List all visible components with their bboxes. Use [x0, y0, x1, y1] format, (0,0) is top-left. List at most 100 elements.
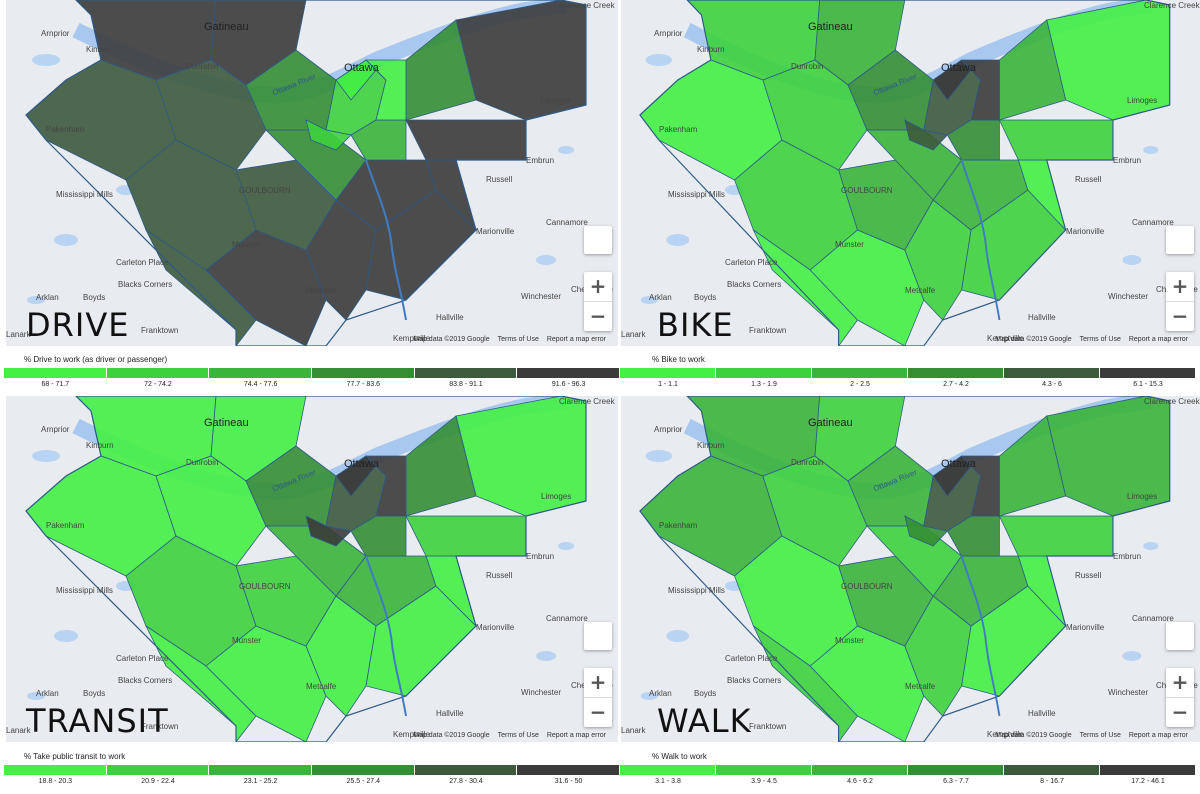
zoom-in-button[interactable]: + [1171, 274, 1189, 298]
lake [645, 450, 673, 462]
place-label-clarence-creek: Clarence Creek [559, 397, 615, 406]
district-13[interactable] [405, 119, 527, 161]
place-label-munster: Munster [232, 240, 261, 249]
district-21[interactable] [932, 59, 972, 101]
walk-mode-label: WALK [657, 702, 752, 740]
legend-range-label-4: 25.5 - 27.4 [346, 778, 381, 785]
bike-map[interactable] [621, 0, 1200, 346]
legend-range-label-1: 68 - 71.7 [41, 381, 70, 388]
district-20[interactable] [960, 455, 1000, 517]
zoom-in-button[interactable]: + [589, 274, 607, 298]
legend-swatch-6 [1100, 368, 1196, 378]
district-20[interactable] [365, 59, 407, 121]
place-label-carleton-place: Carleton Place [725, 654, 778, 663]
district-17[interactable] [866, 525, 963, 597]
place-label-winchester: Winchester [1108, 292, 1149, 301]
place-label-marionville: Marionville [476, 227, 515, 236]
district-20[interactable] [960, 59, 1000, 121]
fullscreen-button[interactable] [584, 226, 612, 254]
report-map-error-link[interactable]: Report a map error [1128, 732, 1188, 739]
fullscreen-button[interactable] [584, 622, 612, 650]
report-map-error-link[interactable]: Report a map error [1128, 336, 1188, 343]
place-label-metcalfe: Metcalfe [306, 286, 337, 295]
report-map-error-link[interactable]: Report a map error [546, 336, 606, 343]
fullscreen-button[interactable] [1166, 226, 1194, 254]
lake [645, 54, 673, 66]
place-label-russell: Russell [486, 175, 513, 184]
zoom-out-button[interactable]: − [1171, 700, 1189, 724]
district-21[interactable] [932, 455, 972, 497]
district-17[interactable] [866, 129, 963, 201]
place-label-gatineau: Gatineau [204, 417, 249, 429]
district-19[interactable] [946, 119, 1000, 161]
place-label-arklan: Arklan [36, 293, 59, 302]
zoom-out-button[interactable]: − [589, 700, 607, 724]
legend-swatch-3 [812, 765, 908, 775]
district-13[interactable] [998, 515, 1114, 557]
legend-bike: % Bike to work 1 - 1.1 1.3 - 1.9 2 - 2.5 2.7… [620, 355, 1196, 393]
legend-range-label-2: 72 - 74.2 [144, 381, 172, 388]
district-20[interactable] [365, 455, 407, 517]
terms-of-use-link[interactable]: Terms of Use [1079, 732, 1121, 739]
bike-map-canvas[interactable] [621, 0, 1200, 346]
district-19[interactable] [350, 119, 407, 161]
legend-swatch-2 [716, 765, 812, 775]
place-label-hallville: Hallville [436, 709, 464, 718]
place-label-kemptville: Kemptville [393, 730, 430, 739]
drive-map[interactable] [6, 0, 618, 346]
transit-map[interactable] [6, 396, 618, 742]
zoom-in-button[interactable]: + [1171, 670, 1189, 694]
walk-map[interactable] [621, 396, 1200, 742]
district-19[interactable] [946, 515, 1000, 557]
legend-range-label-3: 4.6 - 6.2 [847, 778, 873, 785]
district-13[interactable] [998, 119, 1114, 161]
district-22[interactable] [305, 119, 352, 151]
district-19[interactable] [350, 515, 407, 557]
place-label-russell: Russell [1075, 571, 1102, 580]
zoom-out-button[interactable]: − [589, 304, 607, 328]
place-label-lanark: Lanark [621, 330, 646, 339]
terms-of-use-link[interactable]: Terms of Use [497, 336, 539, 343]
legend-swatch-3 [812, 368, 908, 378]
place-label-embrun: Embrun [526, 552, 555, 561]
place-label-arklan: Arklan [36, 689, 59, 698]
district-22[interactable] [904, 515, 949, 547]
legend-range-label-5: 8 - 16.7 [1040, 778, 1064, 785]
zoom-divider [584, 301, 612, 302]
place-label-cannamore: Cannamore [546, 218, 588, 227]
lake [640, 692, 658, 700]
walk-map-canvas[interactable] [621, 396, 1200, 742]
legend-swatch-1 [4, 765, 107, 775]
transit-map-canvas[interactable] [6, 396, 618, 742]
place-label-lanark: Lanark [6, 330, 31, 339]
district-13[interactable] [405, 515, 527, 557]
walk-legend-bar [620, 765, 1196, 775]
district-22[interactable] [904, 119, 949, 151]
city-boundary [639, 0, 1171, 346]
legend-range-label-2: 3.9 - 4.5 [751, 778, 777, 785]
district-21[interactable] [335, 59, 377, 101]
district-17[interactable] [265, 129, 367, 201]
place-label-clarence-creek: Clarence Creek [1144, 397, 1200, 406]
fullscreen-button[interactable] [1166, 622, 1194, 650]
zoom-divider [1166, 697, 1194, 698]
district-17[interactable] [265, 525, 367, 597]
legend-swatch-6 [517, 765, 620, 775]
district-22[interactable] [305, 515, 352, 547]
district-21[interactable] [335, 455, 377, 497]
drive-map-canvas[interactable] [6, 0, 618, 346]
zoom-divider [584, 697, 612, 698]
zoom-in-button[interactable]: + [589, 670, 607, 694]
place-label-metcalfe: Metcalfe [905, 286, 936, 295]
place-label-winchester: Winchester [521, 292, 562, 301]
place-label-gatineau: Gatineau [808, 21, 853, 33]
zoom-out-button[interactable]: − [1171, 304, 1189, 328]
legend-swatch-4 [908, 765, 1004, 775]
report-map-error-link[interactable]: Report a map error [546, 732, 606, 739]
lake [1122, 255, 1142, 265]
terms-of-use-link[interactable]: Terms of Use [1079, 336, 1121, 343]
place-label-russell: Russell [1075, 175, 1102, 184]
terms-of-use-link[interactable]: Terms of Use [497, 732, 539, 739]
map-attribution: Map data ©2019 Google Terms of Use Report … [995, 732, 1196, 739]
map-attribution: Map data ©2019 Google Terms of Use Report … [413, 732, 614, 739]
